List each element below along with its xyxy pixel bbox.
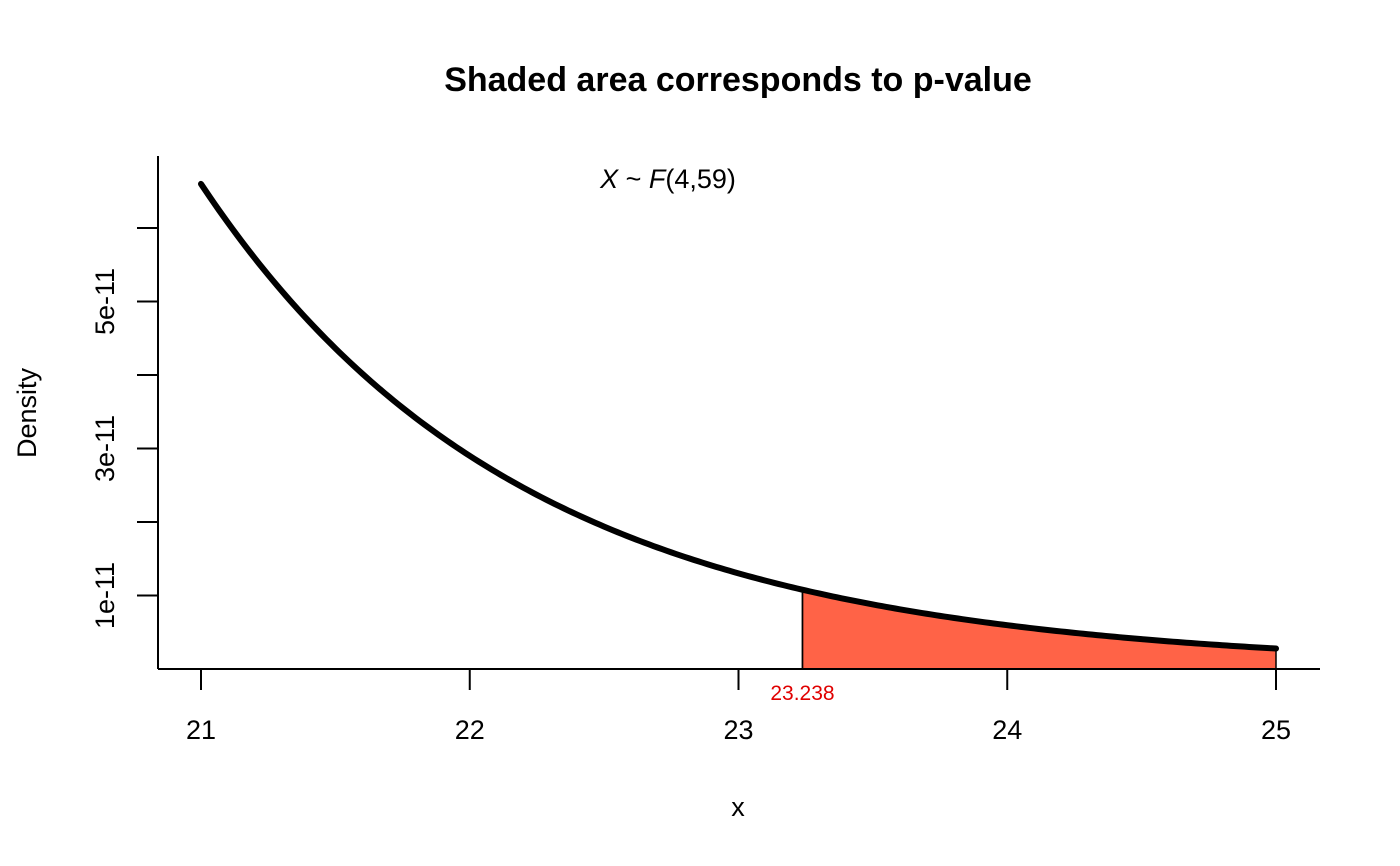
y-tick-label: 1e-11 xyxy=(90,562,120,629)
distribution-annotation: X ~ F(4,59) xyxy=(599,164,736,194)
x-axis-label: x xyxy=(731,792,745,822)
y-tick-label: 3e-11 xyxy=(90,415,120,482)
x-tick-label: 25 xyxy=(1261,715,1291,745)
x-tick-label: 22 xyxy=(455,715,485,745)
x-tick-label: 24 xyxy=(992,715,1022,745)
chart-title: Shaded area corresponds to p-value xyxy=(444,61,1032,99)
y-axis-label: Density xyxy=(12,367,42,458)
annotation-dist: F xyxy=(649,164,667,194)
x-tick-label: 23 xyxy=(723,715,753,745)
annotation-params: (4,59) xyxy=(665,164,736,194)
y-tick-label: 5e-11 xyxy=(90,268,120,335)
annotation-prefix: X xyxy=(599,164,619,194)
x-tick-label: 21 xyxy=(186,715,216,745)
x-axis-ticks: 21 22 23 24 25 xyxy=(186,669,1291,745)
annotation-tilde: ~ xyxy=(618,164,649,194)
density-curve xyxy=(198,180,1279,652)
y-axis-ticks: 1e-11 3e-11 5e-11 xyxy=(90,227,158,629)
critical-value-label: 23.238 xyxy=(770,682,834,705)
